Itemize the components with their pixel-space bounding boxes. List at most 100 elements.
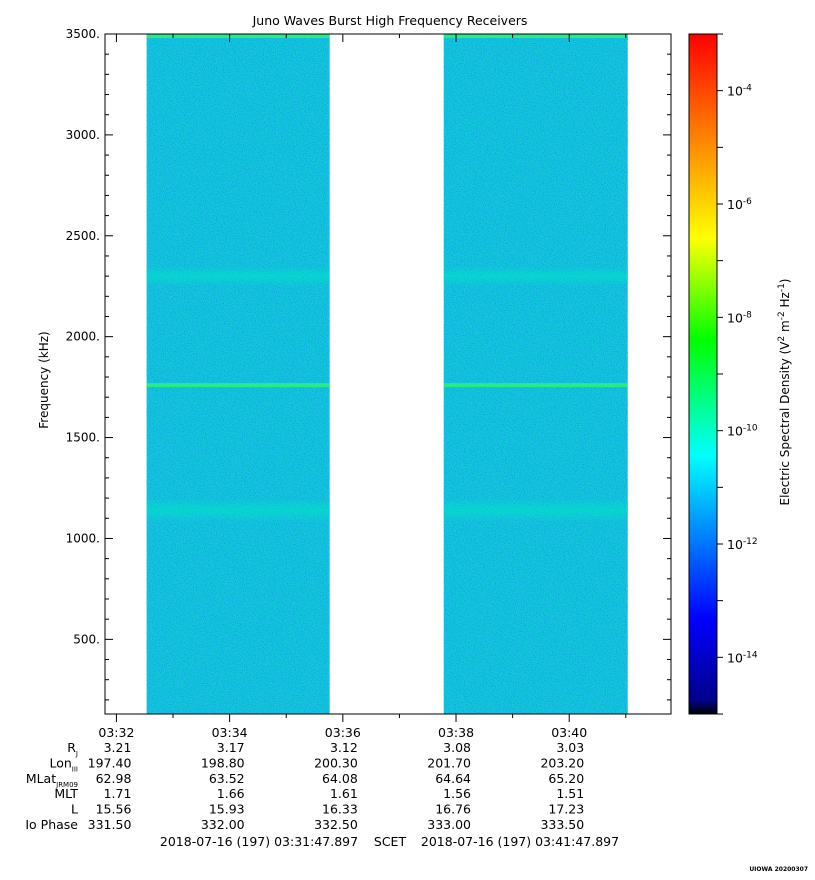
ephemeris-value: 3.03 (556, 740, 584, 755)
ephemeris-label-text: MLT (54, 786, 78, 801)
x-tick-label: 03:40 (551, 725, 587, 740)
ephemeris-value: 3.21 (104, 740, 132, 755)
y-tick-label: 3000. (66, 128, 100, 142)
ephemeris-value: 15.56 (96, 802, 132, 817)
colorbar-tick-exponent: -10 (743, 424, 758, 434)
ephemeris-row-label: Io Phase (25, 817, 78, 832)
colorbar-tick-exponent: -6 (743, 197, 752, 207)
chart-title: Juno Waves Burst High Frequency Receiver… (252, 13, 528, 28)
ephemeris-label-text: Io Phase (25, 817, 78, 832)
plot-frame (104, 33, 672, 715)
ephemeris-value: 65.20 (548, 771, 584, 786)
ephemeris-value: 3.17 (217, 740, 245, 755)
ephemeris-value: 3.12 (330, 740, 358, 755)
y-axis: 3500. 3000. 2500. 2000. 1500. 1000. 500. (66, 27, 671, 701)
data-segment-1 (146, 34, 330, 714)
footer-end-time: 2018-07-16 (197) 03:41:47.897 (421, 834, 619, 849)
feature-band (443, 266, 628, 287)
colorbar-tick-label: 10-4 (727, 84, 752, 99)
ephemeris-row-label: RJ (67, 740, 78, 758)
colorbar-tick-base: 10 (727, 310, 743, 325)
ephemeris-value: 1.56 (443, 786, 471, 801)
colorbar-tick-base: 10 (727, 424, 743, 439)
ephemeris-value: 200.30 (314, 755, 358, 770)
y-tick-label: 1000. (66, 531, 100, 545)
ephemeris-value: 62.98 (96, 771, 132, 786)
feature-band (146, 498, 330, 523)
ephemeris-label-text: MLat (26, 771, 56, 786)
data-segments (146, 34, 628, 714)
colorbar-label-sup3: -1 (777, 283, 787, 292)
x-tick-label: 03:32 (98, 725, 134, 740)
ephemeris-value: 16.33 (322, 802, 358, 817)
ephemeris-value: 331.50 (88, 817, 132, 832)
y-axis-label: Frequency (kHz) (37, 331, 51, 428)
ephemeris-value: 63.52 (209, 771, 245, 786)
ephemeris-value: 333.50 (540, 817, 584, 832)
colorbar-tick-label: 10-14 (727, 650, 758, 665)
x-axis: 03:32 03:34 03:36 03:38 03:40 (98, 34, 627, 740)
colorbar-tick-base: 10 (727, 197, 743, 212)
y-tick-label: 500. (73, 632, 100, 646)
colorbar-tick-exponent: -8 (743, 310, 752, 320)
ephemeris-label-text: L (71, 802, 78, 817)
ephemeris-value: 64.08 (322, 771, 358, 786)
ephemeris-value: 203.20 (540, 755, 584, 770)
ephemeris-value: 1.51 (556, 786, 584, 801)
colorbar-tick-label: 10-10 (727, 424, 758, 439)
footer-start-time: 2018-07-16 (197) 03:31:47.897 (160, 834, 358, 849)
y-tick-label: 3500. (66, 27, 100, 41)
footer-stamp: UIOWA 20200307 (749, 866, 808, 873)
ephemeris-value: 64.64 (435, 771, 471, 786)
segment-noise (443, 34, 628, 714)
segment-noise (146, 34, 330, 714)
ephemeris-value: 1.71 (104, 786, 132, 801)
x-tick-label: 03:36 (325, 725, 361, 740)
feature-band (443, 498, 628, 523)
ephemeris-value: 3.08 (443, 740, 471, 755)
ephemeris-row-label: L (71, 802, 78, 817)
colorbar-tick-base: 10 (727, 537, 743, 552)
ephemeris-row-label: MLatJRM09 (26, 771, 78, 789)
feature-line (146, 34, 330, 39)
ephemeris-row-label: LonIII (49, 755, 78, 773)
colorbar-tick-label: 10-12 (727, 537, 758, 552)
colorbar-label-mid2: Hz (778, 292, 792, 311)
ephemeris-label-subscript: J (75, 750, 78, 758)
colorbar-tick-base: 10 (727, 84, 743, 99)
ephemeris-value: 17.23 (548, 802, 584, 817)
ephemeris-value: 1.61 (330, 786, 358, 801)
colorbar-label-sup1: 2 (777, 336, 787, 342)
x-tick-label: 03:34 (212, 725, 248, 740)
ephemeris-value: 332.00 (201, 817, 245, 832)
y-tick-label: 1500. (66, 431, 100, 445)
ephemeris-table: RJ 3.21 3.17 3.12 3.08 3.03 LonIII 197.40 198.80… (25, 740, 584, 832)
colorbar-tick-base: 10 (727, 650, 743, 665)
colorbar-label: Electric Spectral Density (V2 m-2 Hz-1) (777, 278, 792, 505)
colorbar-label-mid: m (778, 320, 792, 336)
ephemeris-value: 201.70 (427, 755, 471, 770)
footer-scet: SCET (374, 834, 407, 849)
colorbar-gradient (688, 33, 718, 715)
ephemeris-label-text: Lon (49, 755, 71, 770)
y-tick-label: 2500. (66, 229, 100, 243)
colorbar-tick-exponent: -12 (743, 537, 758, 547)
data-segment-2 (443, 34, 628, 714)
plot-area (104, 33, 672, 715)
ephemeris-value: 197.40 (88, 755, 132, 770)
ephemeris-label-subscript: III (72, 765, 78, 773)
x-tick-label: 03:38 (438, 725, 474, 740)
ephemeris-value: 16.76 (435, 802, 471, 817)
feature-line (443, 34, 628, 39)
ephemeris-row-label: MLT (54, 786, 78, 801)
colorbar-tick-label: 10-6 (727, 197, 752, 212)
colorbar-label-suffix: ) (778, 278, 792, 283)
colorbar-tick-exponent: -14 (743, 650, 758, 660)
ephemeris-label-text: R (67, 740, 76, 755)
colorbar-tick-exponent: -4 (743, 84, 752, 94)
ephemeris-value: 333.00 (427, 817, 471, 832)
ephemeris-value: 1.66 (217, 786, 245, 801)
